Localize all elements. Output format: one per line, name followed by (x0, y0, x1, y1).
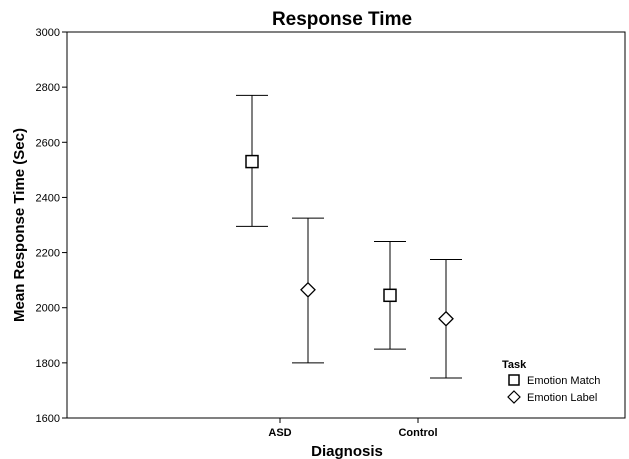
marker-emotion-label (300, 281, 316, 298)
data-point-group (374, 241, 406, 350)
y-tick-label: 1600 (36, 413, 60, 425)
y-axis-title: Mean Response Time (Sec) (11, 128, 28, 322)
marker-emotion-label (438, 310, 454, 327)
y-tick-label: 2600 (36, 137, 60, 149)
y-tick-label: 2800 (36, 82, 60, 94)
data-point-group (430, 258, 462, 379)
legend-label-emotion-match: Emotion Match (527, 375, 600, 387)
y-tick-label: 1800 (36, 358, 60, 370)
y-tick-label: 2000 (36, 303, 60, 315)
plot-area (66, 31, 626, 419)
y-tick-label: 3000 (36, 27, 60, 39)
x-axis: ASD Control (268, 418, 438, 439)
data-marks (236, 94, 462, 379)
x-tick-label: Control (398, 427, 437, 439)
legend-label-emotion-label: Emotion Label (527, 392, 597, 404)
marker-emotion-match (383, 288, 397, 303)
legend-marker-emotion-match (508, 374, 520, 386)
y-axis: 1600 1800 2000 2200 2400 2600 2800 3000 (36, 27, 67, 425)
x-tick-label: ASD (268, 427, 291, 439)
marker-emotion-match (245, 154, 259, 169)
legend-title: Task (502, 359, 527, 371)
legend-marker-emotion-label (507, 390, 521, 404)
y-tick-label: 2200 (36, 248, 60, 260)
legend: Task Emotion Match Emotion Label (502, 359, 600, 404)
x-axis-title: Diagnosis (311, 443, 383, 459)
data-point-group (292, 217, 324, 364)
y-tick-label: 2400 (36, 192, 60, 204)
chart-title: Response Time (272, 9, 412, 30)
data-point-group (236, 94, 268, 227)
